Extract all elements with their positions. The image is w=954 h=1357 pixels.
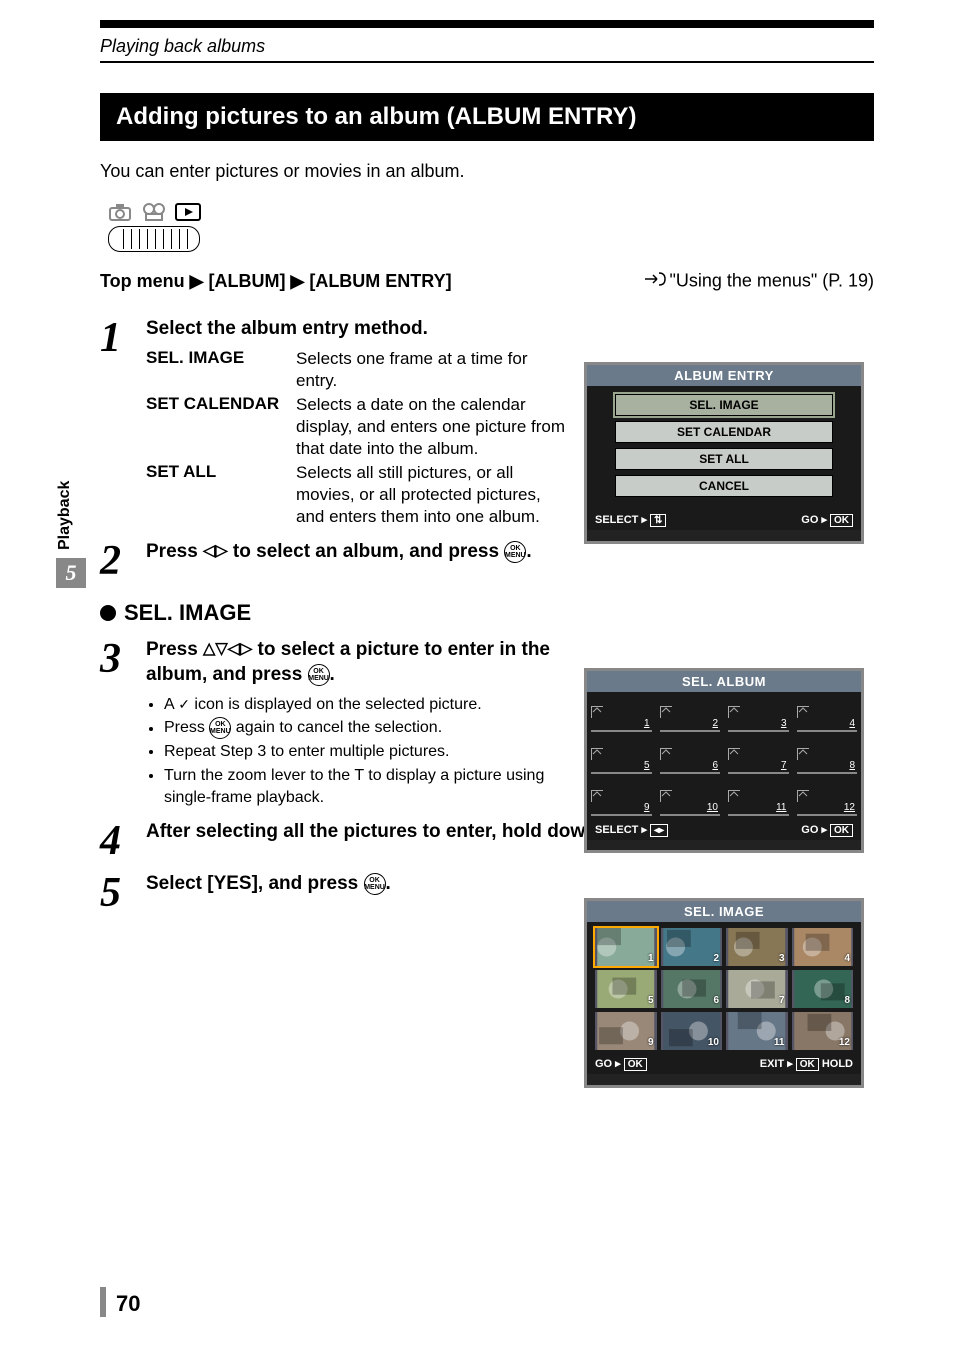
album-slot: 8 — [797, 742, 858, 774]
album-slot: 2 — [660, 700, 721, 732]
def-label: SET ALL — [146, 462, 296, 528]
four-way-arrow-icon: △▽◁▷ — [203, 641, 252, 658]
lcd-footer: SELECT ▸⇅ GO ▸OK — [587, 510, 861, 530]
ok-menu-icon: OKMENU — [308, 664, 330, 686]
step-bullets: A ✓ icon is displayed on the selected pi… — [146, 694, 566, 808]
album-slot: 3 — [728, 700, 789, 732]
bullet-item: Turn the zoom lever to the T to display … — [164, 765, 566, 808]
section-title: Adding pictures to an album (ALBUM ENTRY… — [100, 93, 874, 141]
image-thumb: 2 — [661, 928, 723, 966]
lcd-sel-image: SEL. IMAGE 123456789101112 GO ▸OK EXIT ▸… — [584, 898, 864, 1088]
lcd-footer: GO ▸OK EXIT ▸OK HOLD — [587, 1054, 861, 1074]
album-slot: 4 — [797, 700, 858, 732]
bullet-item: A ✓ icon is displayed on the selected pi… — [164, 694, 566, 716]
subsection-label: SEL. IMAGE — [124, 600, 251, 626]
camera-icon — [108, 202, 134, 222]
updown-icon: ▸ — [638, 514, 647, 526]
image-thumb: 9 — [595, 1012, 657, 1050]
lcd-menu-item: SET ALL — [615, 448, 833, 470]
leftright-box-icon: ◂▸ — [650, 824, 668, 837]
album-slot: 5 — [591, 742, 652, 774]
image-thumb: 12 — [792, 1012, 854, 1050]
step-number: 4 — [100, 820, 134, 862]
bullet-icon — [100, 605, 116, 621]
page-bar-icon — [100, 1287, 106, 1317]
lcd-title: ALBUM ENTRY — [587, 365, 861, 386]
chapter-badge: 5 — [56, 558, 86, 588]
menu-path: Top menu ▶ [ALBUM] ▶ [ALBUM ENTRY] — [100, 271, 452, 292]
def-desc: Selects all still pictures, or all movie… — [296, 462, 566, 528]
subsection-head: SEL. IMAGE — [100, 600, 874, 626]
page-number: 70 — [116, 1291, 140, 1317]
lcd-title: SEL. IMAGE — [587, 901, 861, 922]
def-row: SET ALL Selects all still pictures, or a… — [146, 462, 566, 528]
image-thumb: 10 — [661, 1012, 723, 1050]
album-slot: 11 — [728, 784, 789, 816]
step-title: Select the album entry method. — [146, 317, 874, 342]
hand-icon — [643, 270, 667, 293]
chapter-label: Playback — [56, 481, 74, 550]
def-row: SET CALENDAR Selects a date on the calen… — [146, 394, 566, 460]
lcd-title: SEL. ALBUM — [587, 671, 861, 692]
album-slot: 9 — [591, 784, 652, 816]
album-slot: 6 — [660, 742, 721, 774]
updown-box-icon: ⇅ — [650, 514, 666, 527]
image-thumb: 11 — [726, 1012, 788, 1050]
mode-dial-icon — [108, 226, 200, 252]
image-thumb: 3 — [726, 928, 788, 966]
lcd-menu-item: SEL. IMAGE — [615, 394, 833, 416]
step-number: 3 — [100, 638, 134, 810]
image-thumb: 6 — [661, 970, 723, 1008]
image-thumb: 5 — [595, 970, 657, 1008]
step-title: Select [YES], and press OKMENU. — [146, 872, 874, 897]
album-slot: 10 — [660, 784, 721, 816]
album-slot: 12 — [797, 784, 858, 816]
step-title: Press ◁▷ to select an album, and press O… — [146, 540, 874, 565]
def-desc: Selects one frame at a time for entry. — [296, 348, 566, 392]
def-row: SEL. IMAGE Selects one frame at a time f… — [146, 348, 566, 392]
ok-box-icon: OK — [830, 824, 853, 837]
movie-icon — [142, 202, 166, 222]
divider — [100, 61, 874, 63]
image-thumb: 8 — [792, 970, 854, 1008]
intro-text: You can enter pictures or movies in an a… — [100, 161, 874, 182]
step-number: 5 — [100, 872, 134, 914]
image-thumb: 1 — [595, 928, 657, 966]
bullet-item: Repeat Step 3 to enter multiple pictures… — [164, 741, 566, 763]
lcd-sel-album: SEL. ALBUM 123456789101112 SELECT ▸◂▸ GO… — [584, 668, 864, 853]
mode-icons — [100, 202, 874, 222]
image-thumb: 7 — [726, 970, 788, 1008]
step-number: 2 — [100, 540, 134, 582]
breadcrumb: Playing back albums — [100, 36, 874, 57]
image-thumb: 4 — [792, 928, 854, 966]
def-label: SET CALENDAR — [146, 394, 296, 460]
page-number-area: 70 — [100, 1287, 140, 1317]
album-slot: 7 — [728, 742, 789, 774]
step-title: Press △▽◁▷ to select a picture to enter … — [146, 638, 566, 687]
def-desc: Selects a date on the calendar display, … — [296, 394, 566, 460]
step-number: 1 — [100, 317, 134, 530]
play-icon — [174, 202, 202, 222]
ok-box-icon: OK — [796, 1058, 819, 1071]
lcd-menu-item: CANCEL — [615, 475, 833, 497]
ok-menu-icon: OKMENU — [209, 717, 231, 739]
ok-menu-icon: OKMENU — [504, 541, 526, 563]
album-slot: 1 — [591, 700, 652, 732]
top-bar — [100, 20, 874, 28]
nav-row: Top menu ▶ [ALBUM] ▶ [ALBUM ENTRY] "Usin… — [100, 270, 874, 293]
menu-ref: "Using the menus" (P. 19) — [643, 270, 874, 293]
ok-box-icon: OK — [624, 1058, 647, 1071]
ok-box-icon: OK — [830, 514, 853, 527]
lcd-album-entry: ALBUM ENTRY SEL. IMAGE SET CALENDAR SET … — [584, 362, 864, 544]
step-2: 2 Press ◁▷ to select an album, and press… — [100, 540, 874, 582]
bullet-item: Press OKMENU again to cancel the selecti… — [164, 717, 566, 739]
def-label: SEL. IMAGE — [146, 348, 296, 392]
ok-menu-icon: OKMENU — [364, 873, 386, 895]
check-icon: ✓ — [178, 696, 190, 712]
left-right-arrow-icon: ◁▷ — [203, 543, 228, 560]
lcd-menu-item: SET CALENDAR — [615, 421, 833, 443]
lcd-footer: SELECT ▸◂▸ GO ▸OK — [587, 820, 861, 840]
